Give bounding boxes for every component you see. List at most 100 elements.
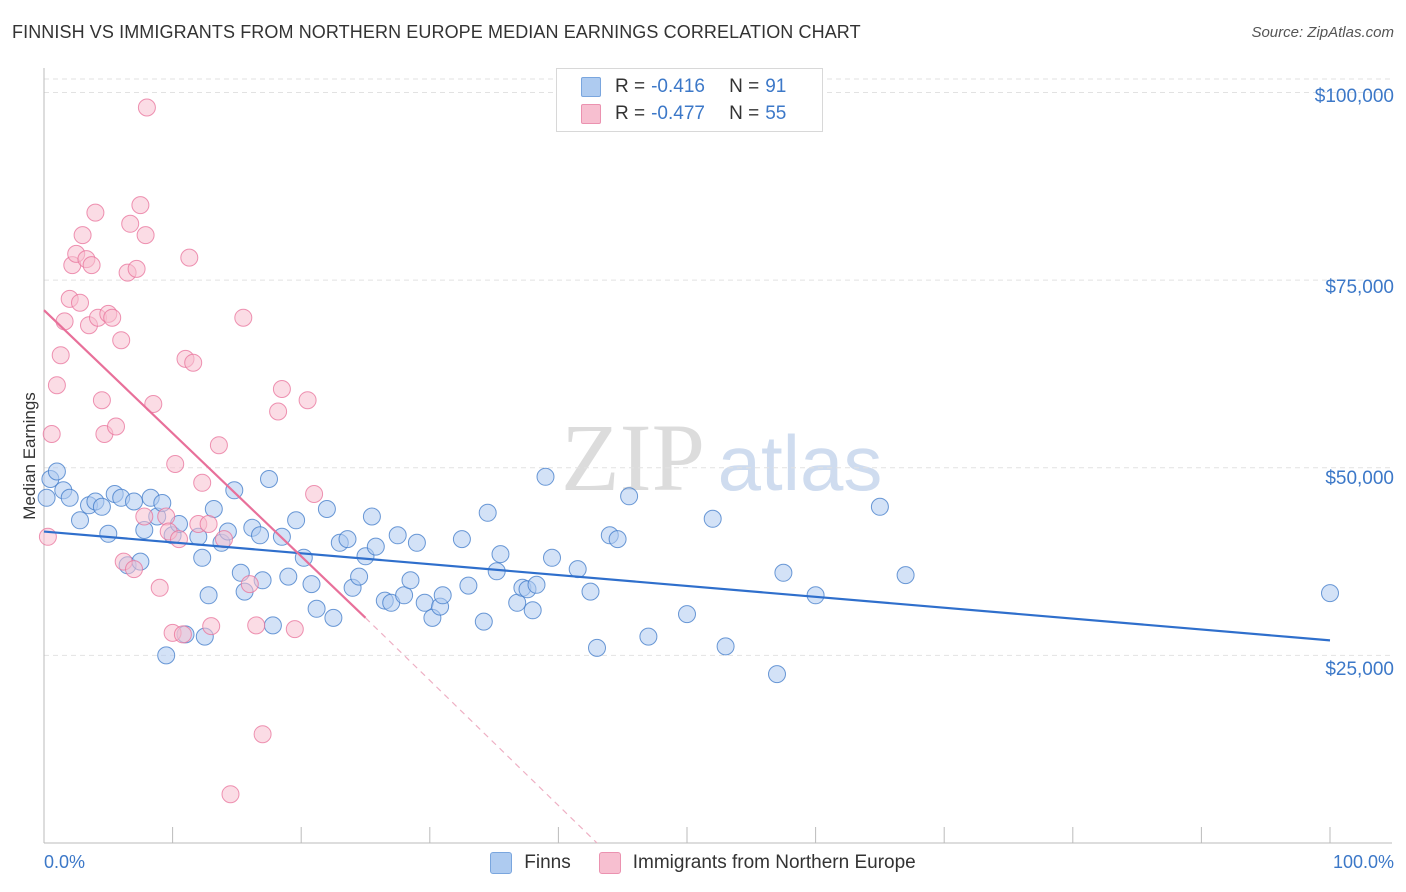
finns-point — [263, 616, 282, 635]
y-tick-label-25000: $25,000 — [1325, 659, 1394, 680]
trendline-finns — [43, 530, 1331, 642]
legend-r-value: -0.416 — [651, 76, 705, 97]
chart-title: FINNISH VS IMMIGRANTS FROM NORTHERN EURO… — [12, 22, 861, 42]
finns-point — [324, 608, 343, 627]
immigrants-point — [269, 402, 288, 421]
immigrants-point — [127, 259, 146, 278]
series-legend-item-immigrants: Immigrants from Northern Europe — [598, 852, 916, 874]
finns-point — [678, 605, 696, 624]
immigrants-point — [47, 376, 66, 395]
finns-point — [1321, 584, 1339, 603]
finns-point — [523, 601, 542, 620]
y-tick-label-100000: $100,000 — [1314, 86, 1394, 107]
finns-point — [302, 575, 321, 594]
finns-point — [37, 488, 56, 507]
immigrants-point — [103, 308, 122, 327]
finns-point — [870, 497, 889, 516]
series-legend-swatch-finns — [490, 852, 513, 874]
legend-swatch-immigrants — [581, 104, 601, 124]
finns-point — [491, 545, 510, 564]
finns-point — [279, 567, 298, 586]
finns-point — [71, 511, 89, 530]
series-legend: Finns Immigrants from Northern Europe — [0, 852, 1406, 874]
finns-point — [225, 481, 244, 500]
immigrants-point — [199, 515, 218, 533]
x-tick-label-min: 0.0% — [44, 852, 86, 872]
immigrants-point — [131, 196, 150, 215]
immigrants-point — [55, 312, 74, 331]
finns-point — [60, 488, 79, 507]
immigrants-point — [298, 391, 317, 410]
immigrants-point — [221, 785, 240, 804]
immigrants-point — [215, 530, 233, 549]
finns-point — [99, 524, 118, 543]
immigrants-point — [253, 725, 272, 744]
immigrants-point — [209, 436, 228, 455]
finns-point — [433, 586, 452, 605]
legend-r-label: R = — [615, 76, 646, 97]
finns-point — [716, 637, 735, 656]
series-legend-label-finns: Finns — [524, 852, 571, 873]
immigrants-point — [92, 391, 111, 410]
immigrants-point — [125, 560, 143, 579]
watermark-atlas: atlas — [718, 419, 883, 507]
legend-row-immigrants: R = -0.477 N = 55 — [581, 102, 786, 126]
series-immigrants — [38, 98, 324, 804]
finns-point — [459, 576, 478, 595]
finns-point — [478, 503, 497, 522]
series-finns — [37, 462, 1339, 684]
finns-point — [338, 530, 357, 549]
stats-legend: R = -0.416 N = 91 R = -0.477 N = 55 — [556, 68, 823, 132]
legend-r-value: -0.477 — [651, 103, 705, 124]
trendlines — [43, 309, 1331, 844]
immigrants-point — [170, 530, 188, 549]
immigrants-point — [137, 98, 156, 117]
finns-point — [703, 509, 722, 528]
immigrants-point — [150, 578, 169, 597]
immigrants-point — [121, 214, 140, 233]
immigrants-point — [112, 331, 131, 350]
finns-point — [362, 507, 381, 526]
trendline-immigrants — [43, 309, 367, 619]
immigrants-point — [173, 625, 192, 644]
finns-point — [193, 548, 212, 567]
y-tick-label-50000: $50,000 — [1325, 468, 1394, 489]
y-axis-title: Median Earnings — [20, 392, 39, 520]
finns-point — [543, 548, 561, 567]
immigrants-point — [184, 353, 203, 372]
finns-point — [317, 500, 336, 518]
finns-point — [620, 487, 639, 506]
finns-point — [639, 627, 658, 646]
immigrants-point — [247, 616, 266, 635]
immigrants-point — [144, 395, 163, 413]
finns-point — [92, 497, 111, 516]
finns-point — [407, 533, 426, 552]
immigrants-point — [272, 380, 291, 398]
immigrants-point — [136, 226, 155, 245]
legend-n-value: 91 — [765, 76, 787, 97]
immigrants-point — [86, 203, 105, 222]
immigrants-point — [193, 473, 212, 492]
immigrants-point — [234, 308, 253, 327]
source-credit: Source: ZipAtlas.com — [1251, 24, 1394, 41]
immigrants-point — [166, 455, 185, 473]
finns-point — [395, 586, 414, 605]
immigrants-point — [82, 256, 101, 275]
finns-point — [260, 470, 278, 488]
legend-row-finns: R = -0.416 N = 91 — [581, 75, 786, 99]
finns-point — [350, 567, 369, 586]
finns-point — [204, 500, 223, 518]
finns-point — [568, 560, 587, 579]
series-legend-swatch-immigrants — [598, 852, 621, 874]
finns-point — [415, 593, 434, 612]
immigrants-point — [73, 226, 92, 245]
legend-n-value: 55 — [765, 103, 787, 124]
legend-r-label: R = — [615, 103, 646, 124]
finns-point — [536, 467, 555, 486]
series-legend-item-finns: Finns — [490, 852, 571, 874]
series-legend-label-immigrants: Immigrants from Northern Europe — [632, 852, 916, 873]
immigrants-point — [180, 248, 199, 267]
finns-point — [452, 530, 471, 549]
finns-point — [199, 586, 218, 605]
